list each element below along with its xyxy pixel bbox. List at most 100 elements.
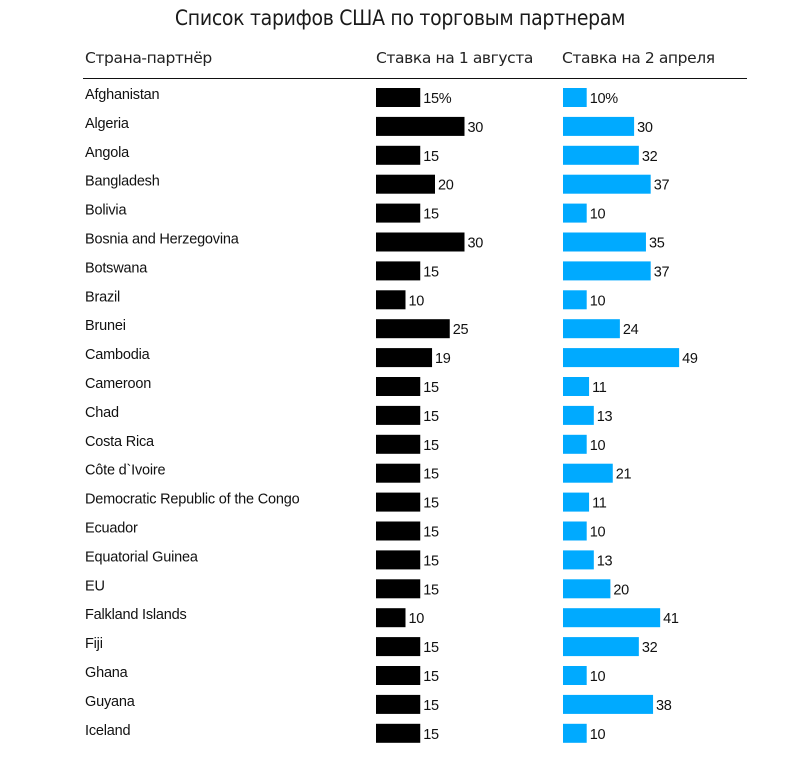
apr-rate-value-label: 11 [592,380,607,396]
table-row: Fiji 15 32 [85,636,658,657]
aug-rate-bar [376,174,435,194]
apr-rate-value-label: 30 [637,120,653,136]
country-label: Cameroon [85,376,151,392]
apr-rate-value-label: 41 [663,611,679,627]
apr-rate-value-label: 38 [656,698,672,714]
aug-rate-value-label: 15 [423,409,439,425]
apr-rate-bar [563,521,587,541]
aug-rate-value-label: 25 [453,322,469,338]
chart-title: Список тарифов США по торговым партнерам [174,6,626,30]
table-row: Ghana 15 10 [85,665,606,685]
country-label: Falkland Islands [85,607,187,623]
aug-rate-value-label: 15 [423,264,439,280]
country-label: Guyana [85,694,136,710]
aug-rate-bar [376,261,421,281]
country-label: Botswana [85,260,148,276]
apr-rate-bar [563,492,590,512]
country-label: EU [85,578,105,594]
aug-rate-bar [376,203,421,223]
apr-rate-value-label: 10% [590,91,619,107]
apr-rate-value-label: 37 [654,264,670,280]
aug-rate-bar [376,319,450,339]
aug-rate-value-label: 10 [409,611,425,627]
aug-rate-value-label: 19 [435,351,451,367]
aug-rate-value-label: 15 [423,727,439,743]
table-row: EU 15 20 [85,578,629,599]
table-row: Côte d`Ivoire 15 21 [85,463,632,483]
aug-rate-bar [376,521,421,541]
aug-rate-value-label: 30 [468,120,484,136]
apr-rate-bar [563,116,635,136]
aug-rate-value-label: 10 [409,293,425,309]
apr-rate-value-label: 32 [642,149,658,165]
aug-rate-bar [376,232,465,252]
aug-rate-value-label: 15 [423,496,439,512]
apr-rate-value-label: 10 [590,727,606,743]
aug-rate-value-label: 15 [423,467,439,483]
apr-rate-bar [563,434,587,454]
table-row: Guyana 15 38 [85,694,672,714]
table-row: Costa Rica 15 10 [85,434,606,454]
aug-rate-value-label: 15 [423,380,439,396]
apr-rate-bar [563,319,620,339]
aug-rate-bar [376,666,421,685]
aug-rate-value-label: 15 [423,582,439,598]
table-row: Angola 15 32 [85,145,658,165]
apr-rate-bar [563,348,680,368]
apr-rate-bar [563,232,646,252]
aug-rate-bar [376,145,421,165]
table-row: Cambodia 19 49 [85,347,698,368]
table-row: Iceland 15 10 [85,723,606,743]
apr-rate-value-label: 10 [590,438,606,454]
aug-rate-bar [376,463,421,483]
table-row: Ecuador 15 10 [85,521,606,541]
country-label: Fiji [85,636,103,652]
aug-rate-bar [376,405,421,425]
aug-rate-bar [376,550,421,570]
apr-rate-bar [563,579,611,599]
apr-rate-bar [563,666,587,685]
table-row: Democratic Republic of the Congo 15 11 [85,492,607,512]
apr-rate-value-label: 10 [590,669,606,685]
table-row: Algeria 30 30 [85,116,653,136]
apr-rate-bar [563,290,587,310]
aug-rate-bar [376,116,465,136]
apr-rate-bar [563,723,587,743]
aug-rate-value-label: 15 [423,669,439,685]
column-header-aug: Ставка на 1 августа [376,49,534,67]
apr-rate-value-label: 20 [613,582,629,598]
apr-rate-bar [563,203,587,223]
apr-rate-bar [563,261,651,281]
apr-rate-value-label: 13 [597,409,613,425]
aug-rate-bar [376,377,421,396]
table-row: Brazil 10 10 [85,289,606,310]
aug-rate-value-label: 15% [423,91,452,107]
aug-rate-value-label: 30 [468,236,484,252]
country-label: Cambodia [85,347,151,363]
aug-rate-bar [376,492,421,512]
table-row: Cameroon 15 11 [85,376,607,396]
apr-rate-bar [563,145,639,165]
country-label: Costa Rica [85,434,155,450]
aug-rate-value-label: 15 [423,525,439,541]
table-row: Equatorial Guinea 15 13 [85,549,613,570]
aug-rate-bar [376,348,433,368]
country-label: Iceland [85,723,130,739]
apr-rate-bar [563,550,594,570]
country-label: Democratic Republic of the Congo [85,492,300,508]
column-header-apr: Ставка на 2 апреля [562,49,715,67]
aug-rate-bar [376,434,421,454]
aug-rate-value-label: 15 [423,640,439,656]
apr-rate-bar [563,637,639,657]
country-label: Bangladesh [85,174,160,190]
apr-rate-value-label: 10 [590,293,606,309]
country-label: Angola [85,145,130,161]
apr-rate-value-label: 24 [623,322,639,338]
apr-rate-bar [563,377,590,396]
apr-rate-value-label: 35 [649,236,665,252]
aug-rate-bar [376,723,421,743]
country-label: Bosnia and Herzegovina [85,232,240,248]
country-label: Brunei [85,318,126,334]
apr-rate-value-label: 13 [597,553,613,569]
